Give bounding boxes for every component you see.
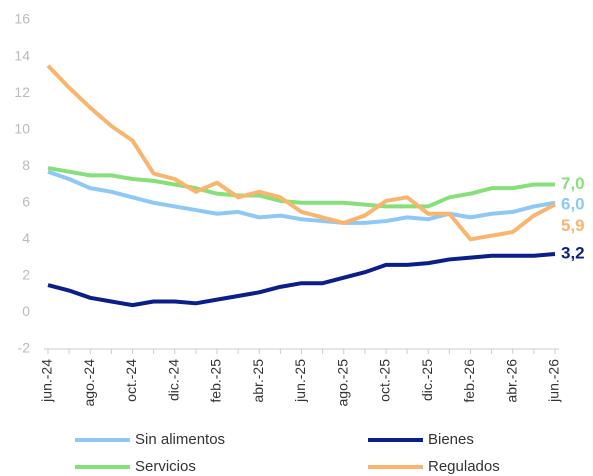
x-tick-label: feb.-25 bbox=[208, 359, 224, 403]
legend-label: Servicios bbox=[135, 458, 196, 475]
x-tick-label: feb.-26 bbox=[461, 359, 477, 403]
x-tick-label: abr.-26 bbox=[503, 359, 519, 403]
end-label: 3,2 bbox=[561, 243, 585, 262]
y-tick-label: 8 bbox=[22, 157, 30, 173]
end-label: 5,9 bbox=[561, 216, 585, 235]
x-tick-label: ago.-25 bbox=[334, 359, 350, 407]
x-tick-label: dic.-24 bbox=[165, 359, 181, 401]
y-tick-label: 10 bbox=[14, 120, 30, 136]
y-tick-label: 2 bbox=[22, 267, 30, 283]
y-tick-label: 14 bbox=[14, 47, 30, 63]
series-line bbox=[47, 169, 556, 225]
y-tick-label: 0 bbox=[22, 303, 30, 319]
x-tick-label: jun.-26 bbox=[546, 359, 562, 403]
x-tick-label: jun.-24 bbox=[39, 359, 55, 403]
y-tick-label: -2 bbox=[18, 340, 31, 356]
y-tick-label: 4 bbox=[22, 230, 30, 246]
legend-label: Sin alimentos bbox=[135, 431, 225, 448]
y-tick-label: 6 bbox=[22, 193, 30, 209]
x-tick-label: oct.-25 bbox=[377, 359, 393, 402]
legend-label: Regulados bbox=[428, 458, 500, 475]
legend-label: Bienes bbox=[428, 431, 474, 448]
series-line bbox=[46, 64, 556, 242]
x-tick-label: ago.-24 bbox=[81, 359, 97, 407]
series-line bbox=[47, 251, 556, 308]
y-tick-label: 16 bbox=[14, 11, 30, 27]
x-tick-label: dic.-25 bbox=[419, 359, 435, 401]
x-tick-label: abr.-25 bbox=[250, 359, 266, 403]
x-tick-label: oct.-24 bbox=[123, 359, 139, 402]
end-label: 7,0 bbox=[561, 174, 585, 193]
end-label: 6,0 bbox=[561, 194, 585, 213]
y-tick-label: 12 bbox=[14, 84, 30, 100]
x-tick-label: jun.-25 bbox=[292, 359, 308, 403]
series-line bbox=[47, 166, 555, 209]
